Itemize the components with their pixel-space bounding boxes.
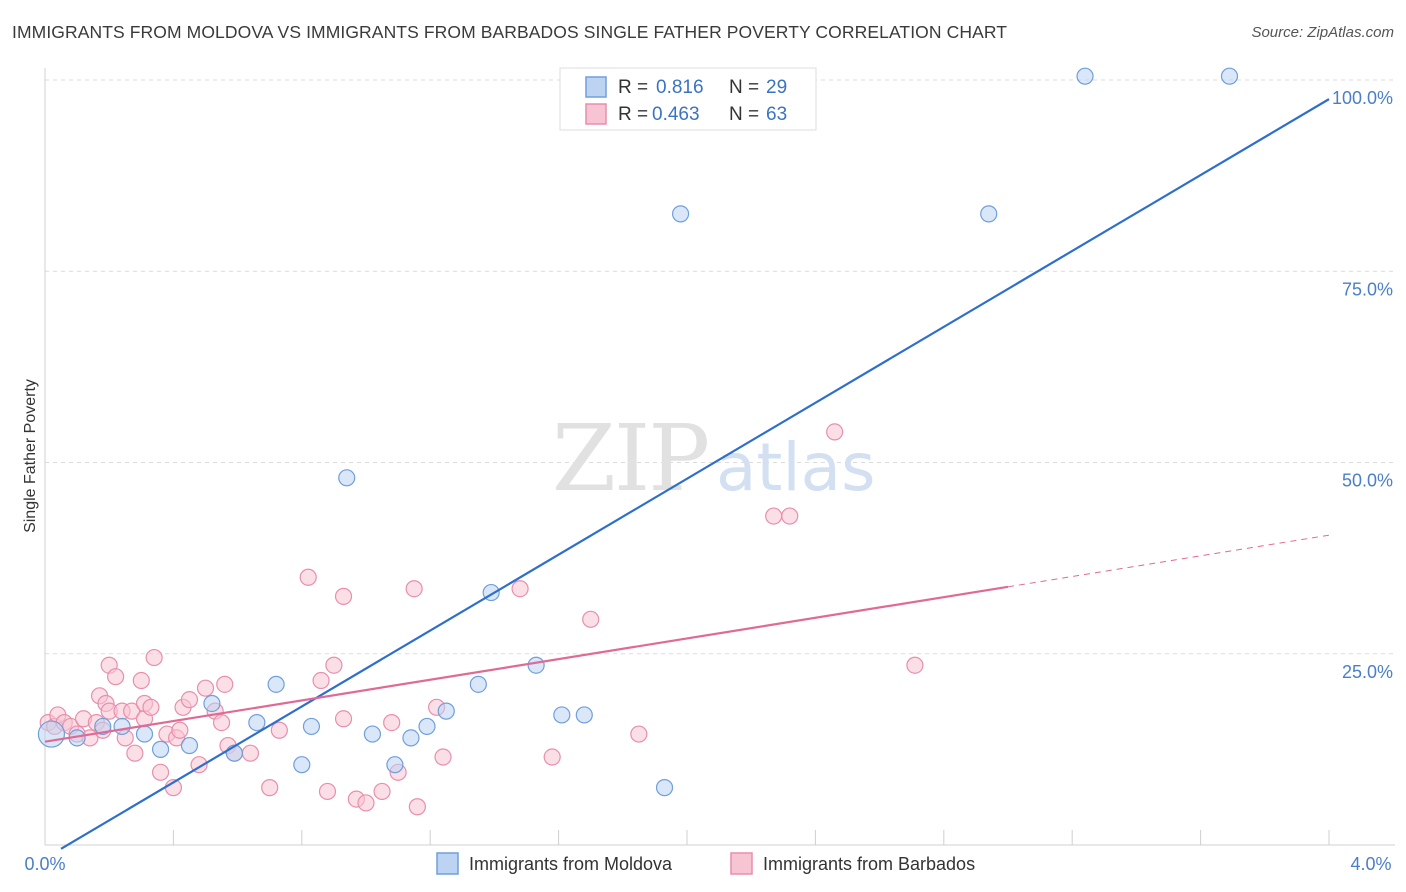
barbados-point-18	[126, 744, 144, 762]
moldova-point-19	[469, 675, 487, 693]
watermark-zip: ZIP	[552, 405, 708, 512]
barbados-point-19	[132, 671, 150, 690]
moldova-point-23	[575, 706, 593, 724]
legend-r-value-barbados: 0.463	[652, 104, 700, 125]
barbados-point-35	[216, 675, 234, 693]
x-tick-label-max: 4.0%	[1350, 854, 1391, 874]
y-tick-label-3: 25.0%	[1342, 662, 1393, 682]
barbados-point-49	[373, 782, 391, 801]
x-ticks	[172, 830, 1330, 845]
top-legend: R = 0.816 N = 29 R = 0.463 N = 63	[559, 67, 817, 131]
grid-lines	[45, 79, 1395, 655]
moldova-trend-line	[60, 98, 1330, 850]
barbados-point-52	[405, 580, 423, 598]
barbados-point-48	[357, 794, 375, 812]
x-tick-label-min: 0.0%	[24, 854, 65, 874]
barbados-point-58	[582, 610, 600, 628]
barbados-point-60	[765, 507, 783, 525]
barbados-point-23	[145, 648, 163, 667]
y-axis-label: Single Father Poverty	[22, 379, 39, 533]
moldova-point-18	[437, 702, 455, 720]
y-tick-labels: 100.0% 75.0% 50.0% 25.0%	[1332, 88, 1393, 682]
watermark-atlas: atlas	[716, 429, 876, 506]
bottom-legend-label-barbados: Immigrants from Barbados	[763, 854, 975, 874]
moldova-point-16	[402, 729, 420, 747]
barbados-point-32	[196, 679, 215, 697]
moldova-point-15	[386, 756, 404, 774]
chart-title: IMMIGRANTS FROM MOLDOVA VS IMMIGRANTS FR…	[12, 22, 1008, 42]
barbados-point-42	[312, 671, 330, 690]
barbados-point-63	[906, 656, 924, 674]
moldova-point-22	[553, 706, 571, 724]
legend-r-label-barbados: R =	[618, 104, 648, 125]
moldova-point-25	[671, 205, 690, 223]
legend-n-value-moldova: 29	[766, 77, 787, 98]
y-tick-label-0: 100.0%	[1332, 88, 1393, 108]
barbados-point-61	[781, 507, 799, 525]
barbados-trend-line-extension	[1007, 534, 1330, 588]
y-tick-label-2: 50.0%	[1342, 471, 1393, 491]
barbados-point-55	[434, 748, 452, 766]
moldova-point-24	[655, 779, 674, 797]
bottom-legend-label-moldova: Immigrants from Moldova	[469, 854, 673, 874]
moldova-point-28	[1220, 67, 1239, 85]
moldova-point-6	[180, 736, 199, 755]
bottom-legend-swatch-moldova	[436, 852, 459, 875]
barbados-point-50	[383, 713, 401, 732]
barbados-point-44	[325, 656, 343, 674]
moldova-point-26	[980, 205, 998, 223]
moldova-point-0	[37, 720, 66, 748]
moldova-point-11	[293, 756, 311, 774]
barbados-point-53	[408, 798, 426, 816]
moldova-point-13	[338, 469, 356, 487]
legend-n-value-barbados: 63	[766, 104, 787, 125]
barbados-point-14	[107, 668, 125, 686]
moldova-point-9	[267, 675, 285, 693]
watermark: ZIP atlas	[552, 405, 876, 512]
barbados-point-28	[171, 721, 189, 739]
legend-swatch-barbados	[585, 103, 607, 125]
barbados-point-30	[180, 691, 199, 709]
moldova-point-5	[151, 740, 170, 758]
legend-r-value-moldova: 0.816	[656, 77, 704, 98]
barbados-trend-line	[44, 585, 1009, 743]
moldova-point-14	[363, 725, 382, 743]
moldova-point-17	[418, 717, 436, 736]
barbados-point-39	[261, 779, 279, 797]
moldova-point-12	[302, 717, 321, 736]
barbados-point-59	[630, 725, 648, 743]
moldova-point-2	[94, 717, 112, 736]
trend-lines	[44, 98, 1330, 850]
barbados-point-41	[299, 568, 317, 586]
bottom-legend: Immigrants from Moldova Immigrants from …	[436, 852, 975, 875]
barbados-point-57	[543, 748, 561, 766]
moldova-point-3	[113, 717, 131, 736]
barbados-point-38	[241, 744, 260, 762]
barbados-point-46	[334, 710, 353, 728]
barbados-point-24	[151, 763, 170, 781]
legend-n-label-moldova: N =	[729, 77, 759, 98]
barbados-point-56	[511, 580, 529, 598]
barbados-point-22	[142, 698, 160, 716]
barbados-point-43	[318, 782, 337, 801]
legend-swatch-moldova	[585, 76, 607, 98]
source-label: Source: ZipAtlas.com	[1251, 24, 1394, 41]
moldova-point-7	[203, 694, 221, 713]
barbados-point-62	[826, 423, 844, 441]
bottom-legend-swatch-barbados	[730, 852, 753, 875]
barbados-point-17	[123, 702, 141, 720]
moldova-point-10	[248, 713, 266, 732]
moldova-point-27	[1076, 67, 1094, 85]
barbados-point-40	[270, 721, 288, 739]
moldova-point-4	[135, 725, 154, 743]
barbados-point-34	[212, 713, 231, 732]
barbados-point-45	[334, 587, 353, 605]
moldova-point-21	[527, 656, 545, 674]
y-tick-label-1: 75.0%	[1342, 279, 1393, 299]
legend-n-label-barbados: N =	[729, 104, 759, 125]
legend-r-label-moldova: R =	[618, 77, 648, 98]
